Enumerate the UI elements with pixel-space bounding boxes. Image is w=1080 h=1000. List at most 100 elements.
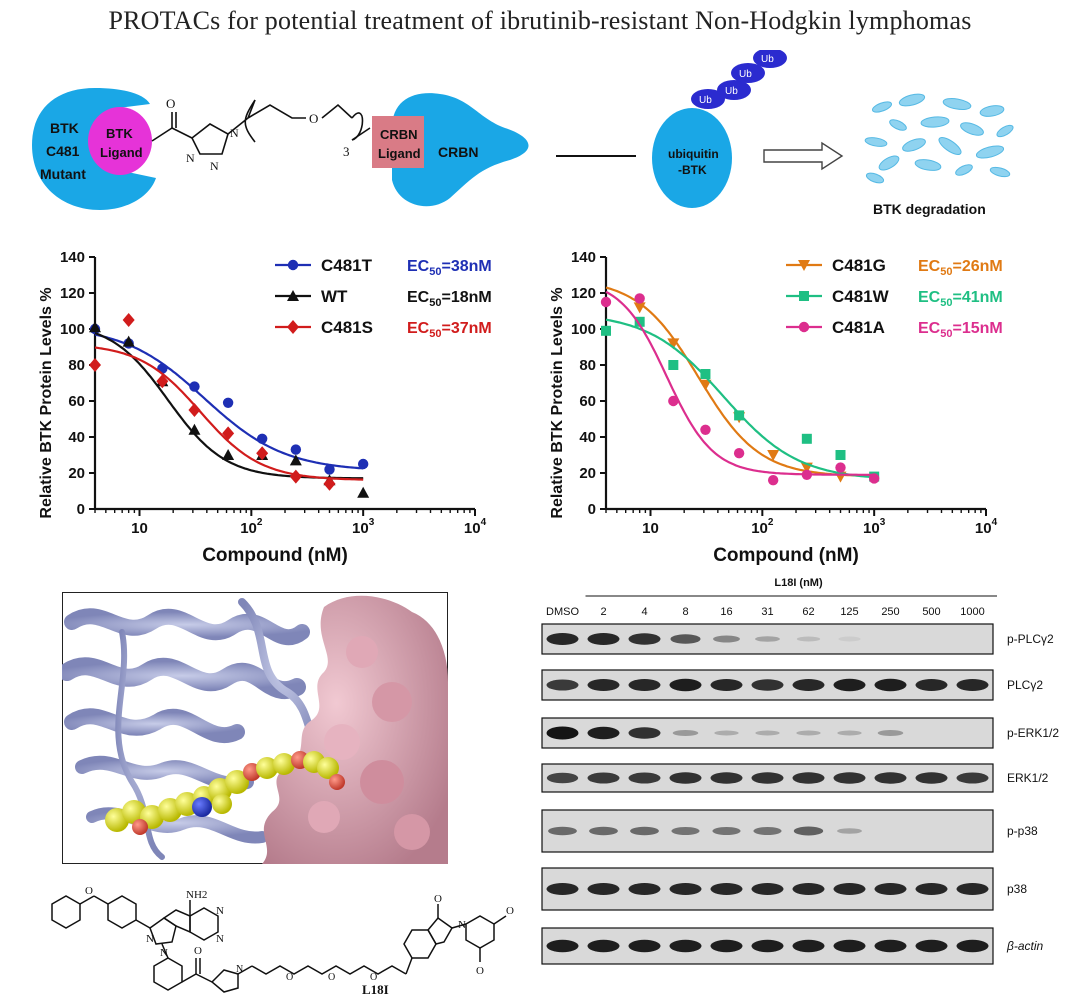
blot-band bbox=[874, 883, 907, 895]
data-point bbox=[699, 379, 712, 391]
ec50-label: EC50=26nM bbox=[918, 258, 1003, 278]
data-point bbox=[122, 335, 135, 347]
blot-band bbox=[833, 678, 866, 692]
ubiquitin-btk-shape bbox=[652, 108, 732, 208]
lane-label: 8 bbox=[682, 606, 688, 618]
blot-band bbox=[792, 772, 825, 784]
svg-text:N: N bbox=[146, 933, 154, 945]
crbn-surface bbox=[262, 595, 448, 864]
y-tick-label: 140 bbox=[571, 249, 596, 266]
y-tick-label: 80 bbox=[68, 357, 85, 374]
blot-row-label: p-ERK1/2 bbox=[1007, 726, 1059, 740]
ub-label: Ub bbox=[739, 69, 752, 80]
btk-fragments bbox=[864, 93, 1014, 184]
x-tick-label: 103 bbox=[352, 517, 375, 537]
btk-ligand-label-2: Ligand bbox=[100, 145, 143, 160]
fit-curve-C481A bbox=[605, 290, 875, 476]
blot-band bbox=[672, 730, 699, 736]
fit-curve-C481S bbox=[94, 346, 364, 481]
data-point bbox=[801, 433, 812, 444]
blot-header: L18I (nM) bbox=[774, 577, 823, 589]
data-point bbox=[668, 360, 679, 370]
data-point bbox=[700, 424, 711, 435]
svg-text:N: N bbox=[186, 151, 195, 165]
lane-label: 31 bbox=[761, 606, 773, 618]
legend-marker bbox=[798, 321, 810, 333]
svg-text:N: N bbox=[160, 947, 168, 959]
legend-entry-C481S: C481S EC50=37nM bbox=[275, 318, 492, 340]
blot-band bbox=[833, 939, 866, 953]
lane-label: 500 bbox=[922, 606, 940, 618]
blot-band bbox=[669, 939, 702, 953]
data-point bbox=[601, 325, 611, 336]
btk-ligand-label-1: BTK bbox=[106, 126, 133, 141]
blot-row-label: p-PLCγ2 bbox=[1007, 632, 1054, 646]
ec50-label: EC50=37nM bbox=[407, 320, 492, 340]
svg-text:O: O bbox=[286, 972, 293, 983]
blot-band bbox=[713, 635, 740, 643]
blot-row-PLCγ2: PLCγ2 bbox=[541, 669, 1043, 701]
blot-band bbox=[796, 636, 821, 642]
blot-band bbox=[628, 883, 661, 895]
blot-band bbox=[874, 939, 907, 953]
y-tick-label: 0 bbox=[588, 501, 596, 518]
data-point bbox=[600, 296, 612, 308]
ubiquitin-label: ubiquitin bbox=[668, 147, 719, 161]
ec50-label: EC50=41nM bbox=[918, 289, 1003, 309]
legend-label: WT bbox=[321, 287, 348, 306]
blot-row-label: p38 bbox=[1007, 882, 1027, 896]
blot-band bbox=[874, 772, 907, 784]
data-point bbox=[767, 450, 780, 461]
legend-label: C481S bbox=[321, 318, 373, 337]
blot-band bbox=[669, 678, 702, 692]
blot-band bbox=[628, 939, 661, 953]
lane-label: 1000 bbox=[960, 606, 984, 618]
lane-label: 125 bbox=[840, 606, 858, 618]
data-point bbox=[734, 410, 745, 421]
blot-band bbox=[669, 883, 702, 895]
blot-band bbox=[670, 634, 701, 644]
legend-marker bbox=[799, 291, 809, 301]
blot-row-label: p-p38 bbox=[1007, 824, 1038, 838]
blot-band bbox=[587, 772, 620, 784]
btk-label: BTK bbox=[50, 120, 79, 136]
ub-label: Ub bbox=[699, 95, 712, 106]
svg-text:O: O bbox=[166, 96, 175, 111]
ec50-label: EC50=15nM bbox=[918, 320, 1003, 340]
legend-marker bbox=[798, 260, 810, 271]
blot-band bbox=[956, 883, 989, 895]
blot-band bbox=[546, 939, 579, 953]
blot-band bbox=[792, 939, 825, 953]
blot-band bbox=[837, 730, 862, 736]
chart-axes: 0 20 40 60 80 100 120 140 10 102 103 104 bbox=[60, 249, 487, 537]
legend-marker bbox=[287, 320, 299, 334]
blot-band bbox=[712, 827, 741, 835]
btk-ligand-shape bbox=[88, 107, 152, 175]
data-point bbox=[835, 450, 846, 460]
btk-suffix-label: -BTK bbox=[678, 163, 707, 177]
blot-band bbox=[714, 730, 739, 736]
blot-row-ERK1/2: ERK1/2 bbox=[541, 763, 1049, 793]
docking-structure-image bbox=[62, 592, 448, 864]
lane-label: 2 bbox=[600, 606, 606, 618]
svg-text:O: O bbox=[370, 972, 377, 983]
blot-band bbox=[587, 883, 620, 895]
data-point bbox=[668, 395, 679, 407]
legend-label: C481T bbox=[321, 256, 373, 275]
series-C481W bbox=[601, 316, 880, 482]
y-tick-label: 60 bbox=[68, 393, 85, 410]
blot-band bbox=[792, 883, 825, 895]
data-point bbox=[188, 403, 201, 417]
data-point bbox=[289, 454, 302, 466]
blot-band bbox=[956, 939, 989, 953]
svg-text:O: O bbox=[506, 905, 514, 917]
blot-row-p38: p38 bbox=[541, 867, 1027, 911]
blot-band bbox=[877, 730, 904, 736]
data-point bbox=[767, 475, 779, 486]
linker-structure bbox=[151, 99, 371, 155]
svg-text:O: O bbox=[328, 972, 335, 983]
lane-label: DMSO bbox=[546, 606, 579, 618]
y-tick-label: 40 bbox=[579, 429, 596, 446]
y-tick-label: 60 bbox=[579, 393, 596, 410]
x-tick-label: 102 bbox=[751, 517, 774, 537]
